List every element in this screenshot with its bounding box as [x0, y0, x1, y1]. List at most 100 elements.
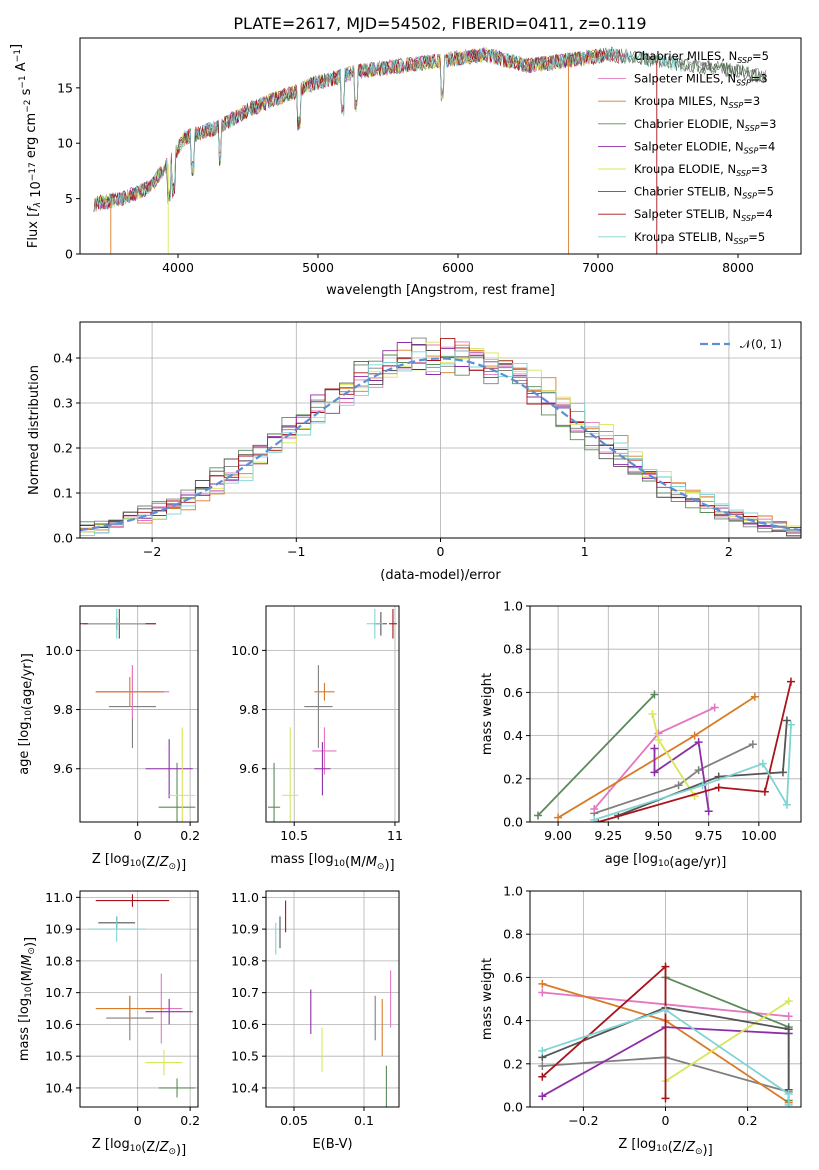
y-tick-label: 10.0	[45, 643, 73, 658]
x-axis-label: Z [log10(Z/Z⊙)]	[618, 1137, 712, 1158]
y-tick-label: 0.8	[503, 927, 523, 942]
y-tick-label: 15	[57, 80, 73, 95]
data-point	[694, 766, 703, 775]
axes-frame	[265, 605, 400, 823]
axes-frame	[79, 37, 802, 255]
plot-area	[80, 337, 801, 537]
y-tick-label: 0.6	[503, 970, 523, 985]
y-tick-label: 0.4	[53, 351, 73, 366]
data-point	[590, 815, 599, 822]
y-tick-label: 10.5	[45, 1049, 73, 1064]
x-tick-label: 0.2	[180, 1113, 200, 1128]
x-tick-label: 7000	[582, 260, 614, 275]
data-point	[650, 768, 659, 777]
x-axis-label: Z [log10(Z/Z⊙)]	[92, 1137, 186, 1158]
y-tick-label: 11.0	[45, 890, 73, 905]
x-tick-label: 5000	[302, 260, 334, 275]
data-point	[786, 720, 795, 729]
data-point	[784, 1090, 793, 1099]
y-tick-label: 0.2	[53, 441, 73, 456]
data-point	[661, 962, 670, 971]
y-tick-label: 0.0	[53, 531, 73, 546]
data-point	[690, 731, 699, 740]
data-point	[538, 1061, 547, 1070]
data-point	[714, 783, 723, 792]
weight-series	[542, 1008, 790, 1105]
y-tick-label: 10.8	[231, 953, 259, 968]
y-tick-label: 10.5	[231, 1049, 259, 1064]
x-tick-label: 0	[437, 544, 445, 559]
y-tick-label: 10.7	[45, 985, 73, 1000]
x-tick-label: 0	[662, 1113, 670, 1128]
weight-series	[541, 1006, 790, 1090]
x-axis-label: Z [log10(Z/Z⊙)]	[92, 852, 186, 873]
plot-area	[80, 608, 196, 822]
data-point	[748, 740, 757, 749]
axes-z-mass: 0 0.2 10.4 10.5 10.6 10.7 10.8 10.9 11.0	[45, 890, 200, 1128]
x-tick-label: 9.75	[695, 828, 723, 843]
x-tick-label: 9.25	[594, 828, 622, 843]
spectrum-line	[93, 48, 683, 212]
legend-entry: Kroupa MILES, NSSP=3	[634, 94, 760, 110]
data-point	[750, 692, 759, 701]
x-tick-label: 9.00	[544, 828, 572, 843]
data-point	[661, 1094, 670, 1103]
x-tick-label: 0	[134, 1113, 142, 1128]
y-tick-label: 0.2	[503, 771, 523, 786]
x-tick-label: 0	[134, 828, 142, 843]
plot-area	[268, 608, 397, 822]
x-axis-label: (data-model)/error	[380, 568, 501, 583]
x-axis-label: mass [log10(M/M⊙)]	[270, 852, 394, 873]
axes-weight-age: 9.00 9.25 9.50 9.75 10.00 0.0 0.2 0.4 0.6 0.8 1.0	[503, 599, 802, 843]
data-point	[778, 768, 787, 777]
y-tick-label: 0.0	[503, 1100, 523, 1115]
axes-frame	[265, 890, 400, 1108]
histogram-series	[80, 350, 801, 536]
data-point	[784, 1012, 793, 1021]
weight-series	[653, 740, 710, 812]
y-tick-label: 0.4	[503, 728, 523, 743]
legend-entry: 𝒩(0, 1)	[740, 337, 782, 351]
legend-entry: Chabrier MILES, NSSP=5	[634, 49, 769, 65]
y-tick-label: 0.4	[503, 1013, 523, 1028]
weight-series	[593, 724, 792, 821]
y-tick-label: 10.6	[231, 1017, 259, 1032]
data-point	[760, 787, 769, 796]
y-tick-label: 0.3	[53, 396, 73, 411]
x-axis-label: E(B-V)	[312, 1137, 352, 1152]
figure-title: PLATE=2617, MJD=54502, FIBERID=0411, z=0…	[233, 14, 646, 33]
y-axis-label: Normed distribution	[27, 365, 42, 495]
y-tick-label: 10.8	[45, 953, 73, 968]
y-tick-label: 5	[65, 191, 73, 206]
x-tick-label: 4000	[162, 260, 194, 275]
plot-area	[87, 894, 196, 1098]
plot-area	[534, 677, 795, 822]
y-axis-label: mass weight	[480, 958, 495, 1040]
y-tick-label: 10.9	[231, 922, 259, 937]
y-tick-label: 9.6	[239, 761, 259, 776]
data-point	[784, 997, 793, 1006]
plot-area	[275, 900, 392, 1107]
y-tick-label: 10.9	[45, 922, 73, 937]
y-tick-label: 1.0	[503, 599, 523, 614]
axes-residuals: −2 −1 0 1 2 0.0 0.1 0.2 0.3 0.4	[53, 321, 802, 559]
weight-series	[593, 743, 754, 815]
y-tick-label: 10	[57, 136, 73, 151]
y-tick-label: 0	[65, 247, 73, 262]
x-tick-label: −1	[287, 544, 305, 559]
x-tick-label: 8000	[722, 260, 754, 275]
y-tick-label: 10.4	[45, 1080, 73, 1095]
data-point	[650, 744, 659, 753]
data-point	[538, 1072, 547, 1081]
data-point	[534, 811, 543, 820]
data-point	[554, 813, 563, 822]
data-point	[650, 690, 659, 699]
y-tick-label: 0.2	[503, 1056, 523, 1071]
y-tick-label: 0.1	[53, 486, 73, 501]
plot-area	[538, 962, 793, 1107]
data-point	[698, 781, 707, 790]
data-point	[694, 738, 703, 747]
y-tick-label: 0.0	[503, 815, 523, 830]
x-tick-label: 9.50	[645, 828, 673, 843]
